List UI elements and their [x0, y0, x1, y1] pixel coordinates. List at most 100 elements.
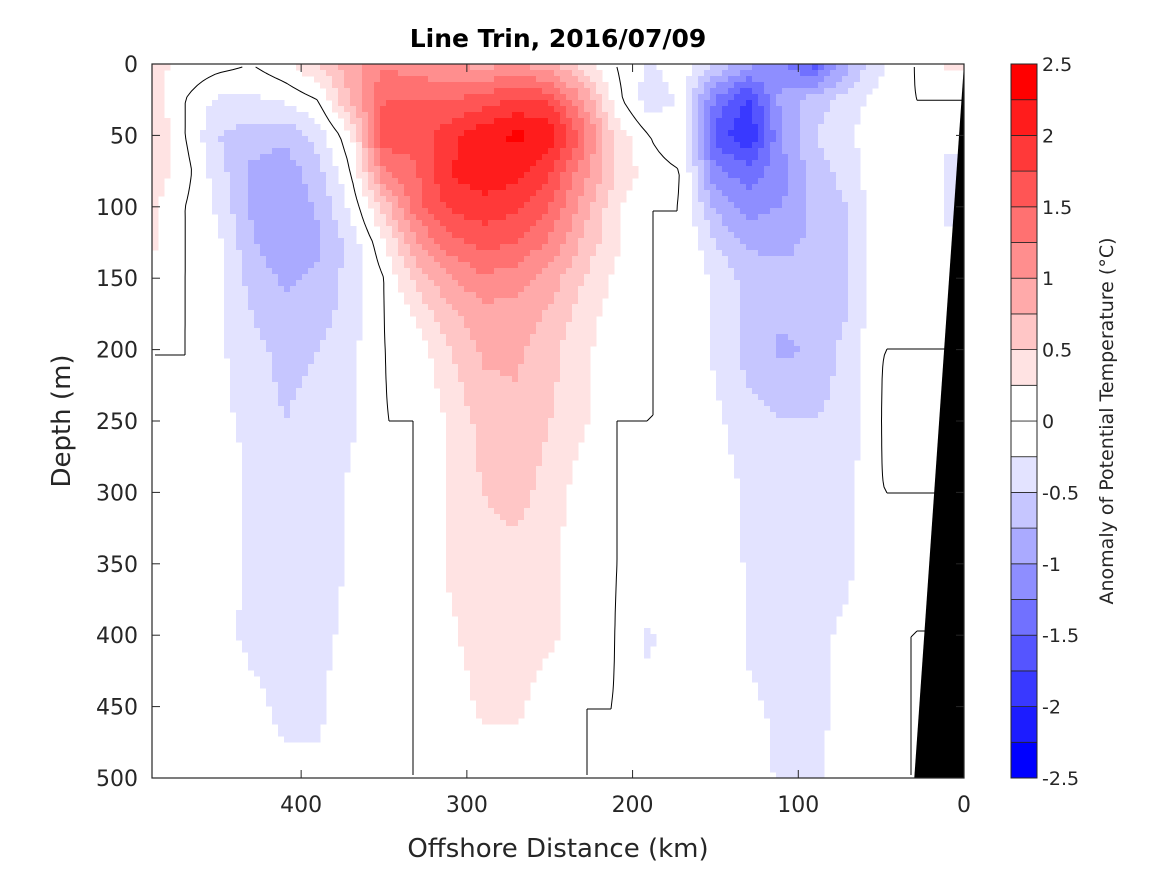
contour-band-cell: [380, 136, 435, 143]
contour-band-cell: [734, 268, 849, 275]
contour-band-cell: [758, 394, 831, 401]
contour-band-cell: [278, 394, 297, 401]
contour-band-cell: [686, 136, 693, 143]
contour-band-cell: [524, 202, 549, 209]
contour-band-cell: [686, 94, 693, 101]
contour-band-cell: [518, 364, 561, 371]
contour-band-cell: [416, 166, 435, 173]
contour-band-cell: [566, 136, 579, 143]
contour-band-cell: [326, 334, 363, 341]
contour-band-cell: [740, 478, 855, 485]
contour-band-cell: [740, 304, 849, 311]
contour-band-cell: [470, 328, 537, 335]
contour-band-cell: [806, 178, 837, 185]
contour-band-cell: [206, 148, 225, 155]
contour-band-cell: [770, 736, 825, 743]
contour-band-cell: [236, 244, 261, 251]
contour-band-cell: [638, 94, 675, 101]
contour-band-cell: [320, 250, 345, 257]
contour-band-cell: [458, 376, 513, 383]
contour-band-cell: [698, 166, 705, 173]
contour-band-cell: [458, 634, 561, 641]
contour-band-cell: [356, 112, 369, 119]
contour-band-cell: [848, 232, 867, 239]
contour-band-cell: [368, 130, 375, 137]
contour-band-cell: [758, 124, 765, 131]
contour-band-cell: [266, 700, 327, 707]
colorbar-swatch: [1010, 63, 1038, 101]
contour-band-cell: [440, 328, 471, 335]
contour-band-cell: [746, 580, 849, 587]
contour-band-cell: [560, 274, 585, 281]
contour-band-cell: [152, 88, 165, 95]
contour-band-cell: [542, 316, 573, 323]
contour-band-cell: [830, 106, 861, 113]
contour-band-cell: [734, 136, 759, 143]
contour-band-cell: [836, 370, 861, 377]
contour-band-cell: [578, 292, 609, 299]
contour-band-cell: [794, 244, 849, 251]
contour-band-cell: [338, 94, 351, 101]
contour-band-cell: [752, 160, 771, 167]
contour-band-cell: [704, 82, 717, 89]
contour-band-cell: [518, 208, 549, 215]
contour-band-cell: [362, 178, 369, 185]
contour-band-cell: [470, 670, 537, 677]
contour-band-cell: [230, 370, 273, 377]
contour-band-cell: [710, 298, 741, 305]
contour-band-cell: [572, 148, 585, 155]
contour-band-cell: [524, 514, 567, 521]
contour-band-cell: [416, 316, 435, 323]
contour-band-cell: [380, 172, 393, 179]
contour-band-cell: [560, 184, 573, 191]
contour-band-cell: [314, 202, 333, 209]
contour-band-cell: [746, 598, 849, 605]
contour-band-cell: [566, 190, 585, 197]
contour-band-cell: [542, 310, 573, 317]
contour-band-cell: [770, 112, 783, 119]
contour-band-cell: [560, 346, 591, 353]
contour-band-cell: [446, 508, 495, 515]
contour-band-cell: [410, 202, 423, 209]
contour-band-cell: [350, 130, 357, 137]
contour-band-cell: [554, 160, 567, 167]
contour-band-cell: [470, 262, 519, 269]
contour-band-cell: [746, 652, 831, 659]
contour-band-cell: [428, 232, 453, 239]
contour-band-cell: [350, 118, 363, 125]
contour-band-cell: [362, 136, 369, 143]
contour-band-cell: [842, 196, 867, 203]
contour-band-cell: [446, 448, 477, 455]
colorbar-tick-label: -1: [1042, 554, 1061, 576]
contour-band-cell: [326, 328, 363, 335]
contour-band-cell: [416, 232, 429, 239]
contour-band-cell: [698, 82, 705, 89]
contour-band-cell: [734, 154, 759, 161]
contour-band-cell: [530, 340, 561, 347]
x-axis-label: Offshore Distance (km): [407, 834, 708, 864]
contour-band-cell: [518, 238, 549, 245]
contour-band-cell: [248, 286, 285, 293]
contour-band-cell: [572, 70, 585, 77]
contour-band-cell: [434, 358, 453, 365]
contour-band-cell: [746, 592, 849, 599]
contour-band-cell: [218, 214, 237, 221]
contour-band-cell: [380, 70, 399, 77]
contour-band-cell: [770, 718, 831, 725]
x-tick-label: 0: [957, 793, 971, 818]
contour-band-cell: [836, 364, 861, 371]
contour-band-cell: [242, 538, 345, 545]
contour-band-cell: [272, 268, 309, 275]
contour-band-cell: [698, 244, 717, 251]
contour-band-cell: [362, 64, 471, 71]
contour-band-cell: [710, 280, 741, 287]
contour-band-cell: [218, 226, 237, 233]
contour-band-cell: [446, 568, 561, 575]
contour-band-cell: [296, 160, 321, 167]
contour-band-cell: [746, 628, 837, 635]
contour-band-cell: [422, 196, 441, 203]
contour-band-cell: [746, 640, 831, 647]
contour-band-cell: [338, 226, 357, 233]
contour-band-cell: [224, 238, 237, 245]
contour-band-cell: [728, 436, 861, 443]
